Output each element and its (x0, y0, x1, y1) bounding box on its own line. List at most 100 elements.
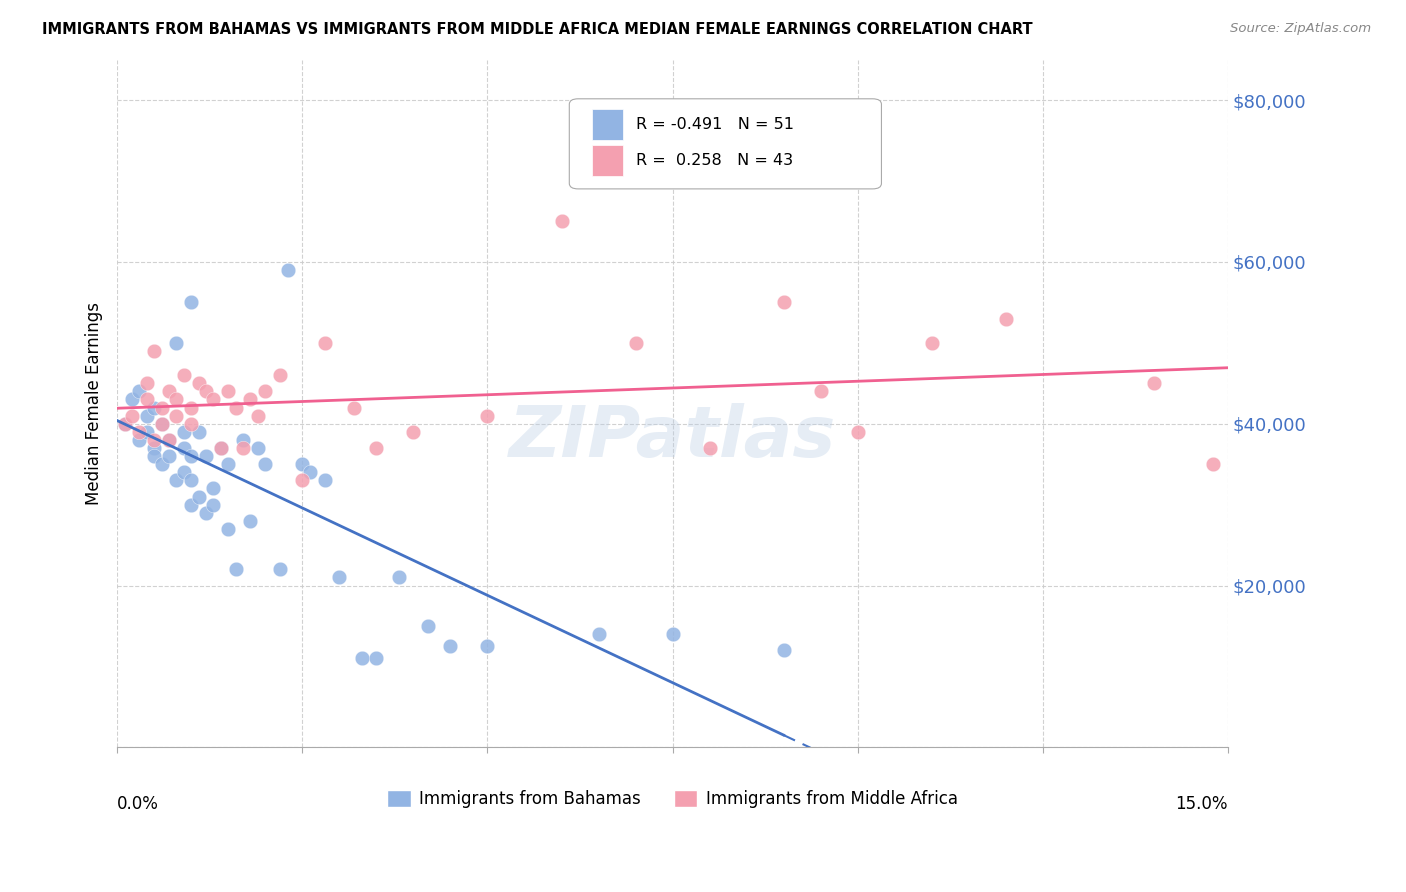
Point (157, 433, 180, 447)
Point (846, 425, 869, 439)
Point (232, 433, 254, 447)
Point (439, 639, 461, 653)
Bar (592, 110, 623, 140)
Y-axis label: Median Female Earnings: Median Female Earnings (86, 302, 103, 505)
Point (276, 263, 298, 277)
Point (128, 384, 150, 399)
Point (772, 643, 794, 657)
Point (350, 651, 373, 665)
Point (588, 627, 610, 641)
Point (239, 392, 262, 407)
Point (225, 562, 247, 576)
Point (173, 368, 195, 383)
Point (661, 627, 683, 641)
Point (217, 522, 239, 536)
Point (121, 392, 143, 407)
Point (165, 473, 187, 487)
Point (143, 441, 166, 455)
Point (114, 417, 136, 431)
Point (173, 425, 195, 439)
Point (994, 311, 1017, 326)
Point (291, 473, 314, 487)
Point (150, 401, 173, 415)
Point (187, 425, 209, 439)
Point (135, 392, 157, 407)
Point (366, 651, 388, 665)
Point (202, 392, 225, 407)
Point (157, 384, 180, 399)
Point (1143, 376, 1166, 391)
Point (202, 498, 225, 512)
Point (225, 401, 247, 415)
Point (143, 433, 166, 447)
Point (254, 457, 277, 471)
Point (921, 335, 943, 350)
Point (187, 490, 209, 504)
Point (624, 335, 647, 350)
Point (135, 409, 157, 423)
Text: 15.0%: 15.0% (1175, 796, 1227, 814)
Point (550, 214, 572, 228)
Point (128, 425, 150, 439)
Point (114, 417, 136, 431)
Point (328, 570, 350, 584)
Text: ZIPatlas: ZIPatlas (509, 403, 837, 473)
Point (699, 441, 721, 455)
Bar (592, 145, 623, 177)
Point (254, 384, 277, 399)
Point (217, 384, 239, 399)
Point (388, 570, 411, 584)
Point (314, 335, 336, 350)
Point (173, 441, 195, 455)
Point (202, 482, 225, 496)
Point (165, 409, 187, 423)
Point (180, 295, 202, 310)
Point (239, 514, 262, 528)
Point (298, 465, 321, 479)
Point (343, 401, 366, 415)
Point (209, 441, 232, 455)
Point (477, 639, 499, 653)
Text: R =  0.258   N = 43: R = 0.258 N = 43 (636, 153, 793, 169)
Point (135, 376, 157, 391)
Point (180, 417, 202, 431)
Point (143, 449, 166, 463)
FancyBboxPatch shape (569, 99, 882, 189)
Text: R = -0.491   N = 51: R = -0.491 N = 51 (636, 118, 794, 132)
Text: 0.0%: 0.0% (117, 796, 159, 814)
Point (366, 441, 388, 455)
Point (291, 457, 314, 471)
Point (157, 449, 180, 463)
Point (232, 441, 254, 455)
Point (418, 619, 440, 633)
Point (135, 425, 157, 439)
Point (195, 384, 218, 399)
Point (195, 506, 218, 520)
Point (165, 335, 187, 350)
Point (217, 457, 239, 471)
Point (180, 498, 202, 512)
Point (187, 376, 209, 391)
Point (246, 409, 269, 423)
Point (157, 433, 180, 447)
Point (143, 401, 166, 415)
Point (1202, 457, 1225, 471)
Point (209, 441, 232, 455)
Point (810, 384, 832, 399)
Point (180, 473, 202, 487)
Point (402, 425, 425, 439)
Point (195, 449, 218, 463)
Point (180, 449, 202, 463)
Point (150, 417, 173, 431)
Text: IMMIGRANTS FROM BAHAMAS VS IMMIGRANTS FROM MIDDLE AFRICA MEDIAN FEMALE EARNINGS : IMMIGRANTS FROM BAHAMAS VS IMMIGRANTS FR… (42, 22, 1033, 37)
Text: Source: ZipAtlas.com: Source: ZipAtlas.com (1230, 22, 1371, 36)
Point (180, 401, 202, 415)
Legend: Immigrants from Bahamas, Immigrants from Middle Africa: Immigrants from Bahamas, Immigrants from… (381, 783, 965, 814)
Point (772, 295, 794, 310)
Point (150, 457, 173, 471)
Point (121, 409, 143, 423)
Point (173, 465, 195, 479)
Point (246, 441, 269, 455)
Point (143, 343, 166, 358)
Point (128, 433, 150, 447)
